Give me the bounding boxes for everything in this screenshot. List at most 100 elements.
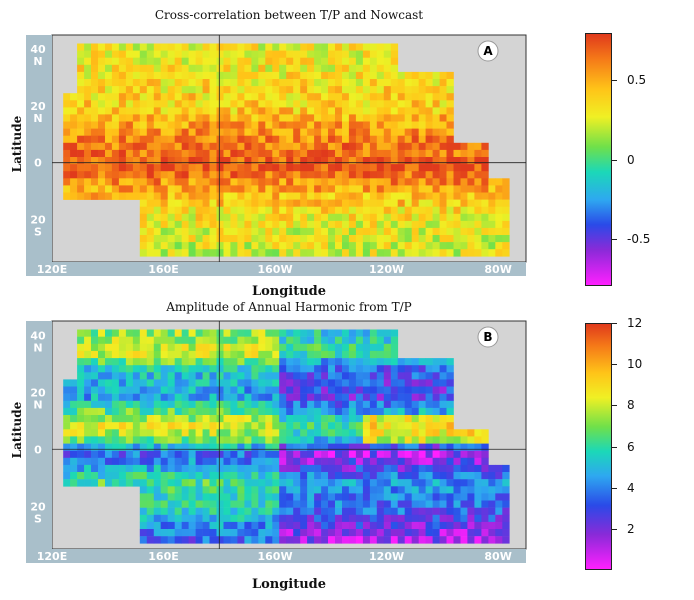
heatmap-cell — [279, 479, 287, 487]
heatmap-cell — [446, 443, 454, 451]
heatmap-cell — [202, 114, 210, 122]
heatmap-cell — [160, 149, 168, 158]
heatmap-cell — [342, 336, 350, 345]
heatmap-cell — [153, 206, 162, 215]
heatmap-cell — [453, 142, 461, 151]
heatmap-cell — [439, 407, 447, 416]
heatmap-cell — [390, 386, 399, 394]
heatmap-cell — [383, 372, 392, 380]
heatmap-cell — [474, 493, 482, 501]
heatmap-cell — [348, 157, 357, 165]
heatmap-cell — [202, 213, 210, 222]
heatmap-cell — [404, 71, 412, 80]
heatmap-cell — [251, 164, 259, 172]
heatmap-cell — [202, 149, 210, 158]
heatmap-cell — [188, 365, 196, 373]
heatmap-cell — [383, 500, 392, 508]
heatmap-cell — [460, 472, 468, 480]
heatmap-cell — [237, 486, 245, 494]
heatmap-cell — [376, 142, 385, 151]
heatmap-cell — [453, 493, 461, 501]
heatmap-cell — [174, 493, 182, 501]
heatmap-cell — [195, 157, 203, 165]
heatmap-cell — [418, 436, 426, 444]
heatmap-cell — [418, 365, 426, 373]
heatmap-cell — [321, 415, 329, 423]
heatmap-cell — [328, 536, 336, 544]
heatmap-cell — [216, 164, 224, 172]
heatmap-cell — [432, 500, 440, 508]
heatmap-cell — [286, 436, 294, 444]
heatmap-cell — [348, 365, 357, 373]
heatmap-cell — [376, 343, 385, 352]
heatmap-cell — [474, 185, 482, 193]
heatmap-cell — [348, 86, 357, 94]
heatmap-cell — [237, 249, 245, 257]
heatmap-cell — [181, 507, 189, 516]
heatmap-cell — [293, 157, 301, 165]
heatmap-cell — [105, 415, 113, 423]
heatmap-cell — [279, 457, 287, 466]
heatmap-cell — [77, 79, 85, 87]
heatmap-cell — [300, 185, 308, 193]
heatmap-cell — [321, 372, 329, 380]
heatmap-cell — [446, 178, 454, 186]
heatmap-cell — [230, 500, 238, 508]
heatmap-cell — [146, 142, 155, 151]
heatmap-cell — [474, 443, 482, 451]
heatmap-cell — [237, 64, 245, 73]
heatmap-cell — [188, 443, 196, 451]
heatmap-cell — [118, 350, 127, 359]
heatmap-cell — [167, 86, 175, 94]
heatmap-cell — [404, 500, 412, 508]
heatmap-cell — [174, 79, 182, 87]
heatmap-cell — [439, 415, 447, 423]
heatmap-cell — [174, 343, 182, 352]
heatmap-cell — [321, 192, 329, 200]
heatmap-cell — [467, 486, 475, 494]
heatmap-cell — [439, 206, 447, 215]
heatmap-cell — [397, 415, 405, 423]
heatmap-cell — [376, 365, 385, 373]
heatmap-cell — [418, 372, 426, 380]
heatmap-cell — [390, 242, 399, 250]
heatmap-cell — [425, 521, 433, 530]
heatmap-cell — [216, 121, 224, 129]
heatmap-cell — [139, 121, 148, 129]
heatmap-cell — [216, 386, 224, 394]
heatmap-cell — [181, 43, 189, 51]
heatmap-cell — [63, 149, 71, 158]
heatmap-cell — [223, 536, 231, 544]
heatmap-cell — [404, 472, 412, 480]
heatmap-cell — [230, 521, 238, 530]
heatmap-cell — [251, 329, 259, 337]
heatmap-cell — [223, 464, 231, 473]
heatmap-cell — [355, 507, 364, 516]
heatmap-cell — [446, 372, 454, 380]
heatmap-cell — [167, 507, 175, 516]
heatmap-cells — [63, 329, 510, 544]
heatmap-cell — [411, 249, 419, 257]
heatmap-cell — [195, 472, 203, 480]
heatmap-cell — [91, 343, 99, 352]
colorbar-tick-label: 6 — [627, 439, 635, 454]
heatmap-cell — [125, 93, 134, 101]
heatmap-cell — [98, 386, 106, 394]
heatmap-cell — [230, 114, 238, 122]
heatmap-cell — [146, 242, 155, 250]
heatmap-cell — [258, 407, 266, 416]
heatmap-cell — [390, 249, 399, 257]
heatmap-cell — [244, 107, 252, 115]
heatmap-cell — [251, 436, 259, 444]
heatmap-cell — [279, 114, 287, 122]
heatmap-cell — [125, 457, 134, 466]
heatmap-cell — [202, 479, 210, 487]
heatmap-cell — [160, 213, 168, 222]
heatmap-cell — [425, 365, 433, 373]
heatmap-cell — [439, 379, 447, 387]
heatmap-cell — [481, 220, 489, 229]
heatmap-cell — [376, 507, 385, 516]
heatmap-cell — [223, 507, 231, 516]
heatmap-cell — [446, 464, 454, 473]
heatmap-cell — [202, 457, 210, 466]
